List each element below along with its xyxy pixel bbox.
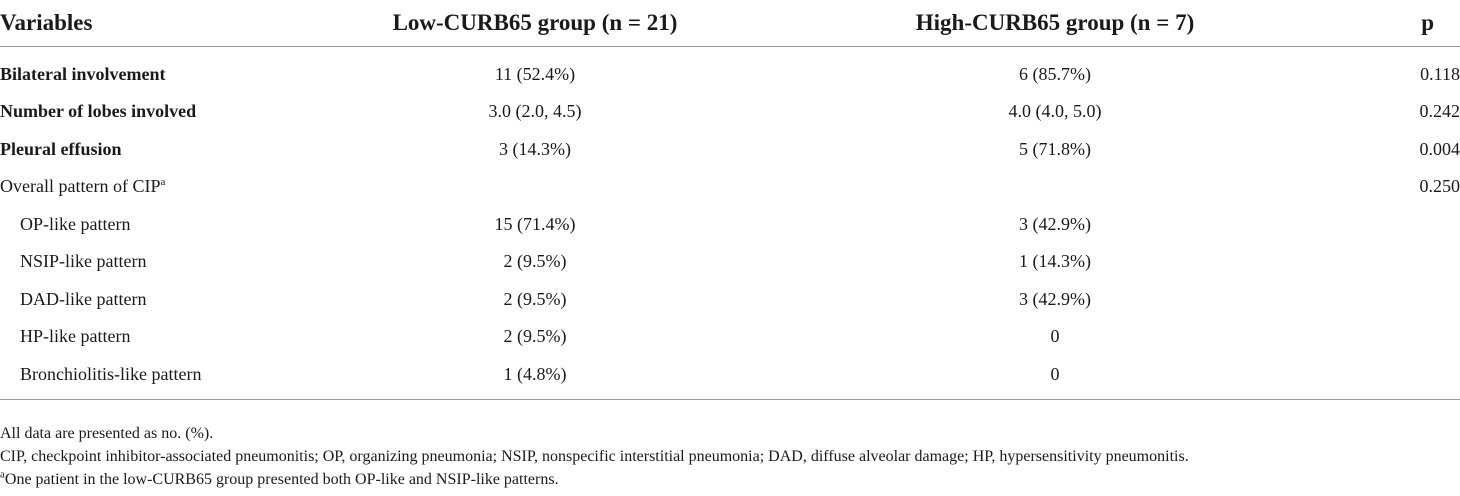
- cell-low: 11 (52.4%): [494, 64, 576, 84]
- footnote-a-marker: a: [0, 468, 5, 481]
- table-header: Variables Low-CURB65 group (n = 21) High…: [0, 0, 1460, 47]
- cell-high: 3 (42.9%): [1019, 288, 1091, 309]
- row-label: HP-like pattern: [20, 326, 131, 347]
- table-footnotes: All data are presented as no. (%). CIP, …: [0, 422, 1460, 491]
- table-row: Bronchiolitis-like pattern 1 (4.8%) 0: [0, 355, 1460, 400]
- cell-low: 2 (9.5%): [503, 326, 567, 347]
- header-row: Variables Low-CURB65 group (n = 21) High…: [0, 0, 1460, 47]
- cell-p: 0.004: [1419, 138, 1460, 159]
- cell-low: 3 (14.3%): [499, 138, 571, 159]
- cell-low: 15 (71.4%): [494, 213, 576, 234]
- cell-p: [1340, 318, 1460, 356]
- row-label-text: Overall pattern of CIP: [0, 176, 161, 197]
- row-label: Bronchiolitis-like pattern: [0, 355, 300, 400]
- row-label: Bilateral involvement: [0, 64, 166, 84]
- table-body: Bilateral involvement 11 (52.4%) 6 (85.7…: [0, 47, 1460, 400]
- row-label: NSIP-like pattern: [20, 251, 147, 272]
- cell-p: [1340, 355, 1460, 400]
- header-variables: Variables: [0, 0, 300, 47]
- table-row: DAD-like pattern 2 (9.5%) 3 (42.9%): [0, 281, 1460, 319]
- cell-high: 1 (14.3%): [1019, 251, 1091, 272]
- row-label: Number of lobes involved: [0, 101, 197, 122]
- table-row: Number of lobes involved 3.0 (2.0, 4.5) …: [0, 93, 1460, 131]
- cell-p: [1340, 281, 1460, 319]
- cell-p: [1340, 206, 1460, 244]
- cell-p: 0.250: [1419, 176, 1460, 197]
- cell-low: 1 (4.8%): [300, 355, 770, 400]
- cell-high: [770, 168, 1340, 206]
- row-label: Pleural effusion: [0, 138, 122, 159]
- footnote-marker: a: [160, 176, 166, 189]
- table-row: Overall pattern of CIPa 0.250: [0, 168, 1460, 206]
- footnote-abbreviations: CIP, checkpoint inhibitor-associated pne…: [0, 448, 1189, 465]
- cell-high: 0: [1050, 326, 1060, 347]
- footnote-a: aOne patient in the low-CURB65 group pre…: [0, 468, 1460, 491]
- row-label: OP-like pattern: [20, 213, 131, 234]
- cell-low: [300, 168, 770, 206]
- cell-p: 0.118: [1420, 64, 1460, 84]
- header-high-curb65: High-CURB65 group (n = 7): [770, 0, 1340, 47]
- table-row: OP-like pattern 15 (71.4%) 3 (42.9%): [0, 206, 1460, 244]
- data-table: Variables Low-CURB65 group (n = 21) High…: [0, 0, 1460, 400]
- header-low-curb65: Low-CURB65 group (n = 21): [300, 0, 770, 47]
- cell-p: 0.242: [1419, 101, 1460, 122]
- table-row: Pleural effusion 3 (14.3%) 5 (71.8%) 0.0…: [0, 131, 1460, 169]
- cell-high: 3 (42.9%): [1019, 213, 1091, 234]
- cell-high: 5 (71.8%): [1019, 138, 1091, 159]
- cell-high: 4.0 (4.0, 5.0): [1008, 101, 1102, 122]
- header-p-value: p: [1340, 0, 1460, 47]
- row-label: DAD-like pattern: [20, 288, 147, 309]
- cell-high: 6 (85.7%): [1019, 64, 1091, 84]
- cell-low: 2 (9.5%): [503, 288, 567, 309]
- data-table-container: Variables Low-CURB65 group (n = 21) High…: [0, 0, 1460, 400]
- cell-p: [1340, 243, 1460, 281]
- table-row: HP-like pattern 2 (9.5%) 0: [0, 318, 1460, 356]
- cell-low: 3.0 (2.0, 4.5): [488, 101, 582, 122]
- row-label: Overall pattern of CIPa: [0, 168, 300, 206]
- table-row: Bilateral involvement 11 (52.4%) 6 (85.7…: [0, 47, 1460, 94]
- footnote-data-presentation: All data are presented as no. (%).: [0, 425, 214, 442]
- cell-high: 0: [770, 355, 1340, 400]
- footnote-a-text: One patient in the low-CURB65 group pres…: [4, 471, 559, 488]
- cell-low: 2 (9.5%): [503, 251, 567, 272]
- table-row: NSIP-like pattern 2 (9.5%) 1 (14.3%): [0, 243, 1460, 281]
